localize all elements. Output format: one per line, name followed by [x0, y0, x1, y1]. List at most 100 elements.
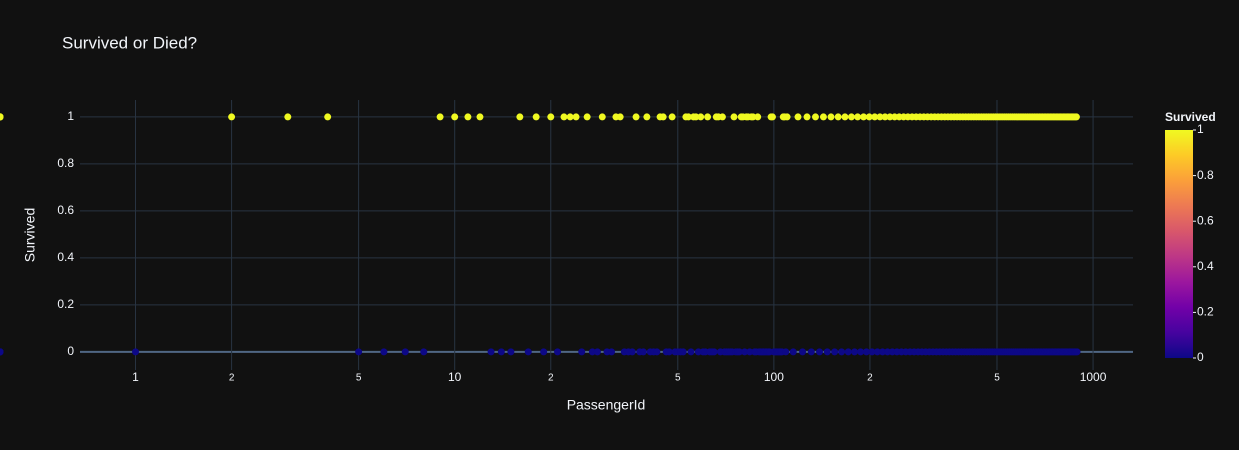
x-tick-label: 5	[994, 373, 1000, 384]
point	[823, 348, 831, 356]
point	[860, 113, 868, 121]
point	[668, 113, 676, 121]
point	[380, 348, 388, 356]
point	[831, 348, 839, 356]
point	[516, 113, 524, 121]
point	[436, 113, 444, 121]
point	[524, 348, 532, 356]
point	[628, 348, 636, 356]
point	[868, 348, 876, 356]
point	[854, 113, 862, 121]
point	[841, 113, 849, 121]
point	[487, 348, 495, 356]
point	[578, 348, 586, 356]
y-tick-label: 0.6	[57, 203, 74, 217]
x-axis-label: PassengerId	[567, 397, 646, 413]
point	[718, 113, 726, 121]
point	[665, 348, 673, 356]
point	[819, 113, 827, 121]
point	[730, 113, 738, 121]
x-tick-label: 5	[356, 373, 362, 384]
point	[566, 113, 574, 121]
point	[593, 348, 601, 356]
point	[789, 348, 797, 356]
point	[844, 348, 852, 356]
point	[560, 113, 568, 121]
point	[811, 113, 819, 121]
point	[547, 113, 555, 121]
point	[799, 348, 807, 356]
point	[0, 348, 4, 356]
x-tick-label: 2	[548, 373, 554, 384]
point	[865, 113, 873, 121]
point	[639, 348, 647, 356]
point	[782, 348, 790, 356]
point	[420, 348, 428, 356]
point	[783, 113, 791, 121]
y-tick-label: 0	[67, 344, 74, 358]
y-tick-label: 0.8	[57, 156, 74, 170]
x-tick-label: 10	[448, 370, 462, 384]
point	[794, 113, 802, 121]
point	[704, 113, 712, 121]
point	[851, 348, 859, 356]
point	[735, 348, 743, 356]
point	[834, 113, 842, 121]
x-tick-label: 100	[764, 370, 784, 384]
point	[1072, 113, 1080, 121]
point	[697, 113, 705, 121]
point	[679, 348, 687, 356]
x-tick-label: 1	[132, 370, 139, 384]
x-tick-label: 1000	[1080, 370, 1107, 384]
point	[827, 113, 835, 121]
point	[572, 113, 580, 121]
point	[507, 348, 515, 356]
colorbar-tick-label: 1	[1197, 122, 1204, 136]
point	[710, 348, 718, 356]
point	[684, 113, 692, 121]
point	[0, 113, 4, 121]
point	[132, 348, 140, 356]
colorbar-tick-label: 0.4	[1197, 259, 1214, 273]
point	[540, 348, 548, 356]
colorbar-tick-label: 0.8	[1197, 168, 1214, 182]
point	[476, 113, 484, 121]
point	[881, 113, 889, 121]
point	[816, 348, 824, 356]
x-tick-label: 2	[229, 373, 235, 384]
point	[884, 348, 892, 356]
point	[608, 348, 616, 356]
point	[879, 348, 887, 356]
point	[754, 113, 762, 121]
point	[632, 113, 640, 121]
y-tick-label: 1	[67, 109, 74, 123]
point	[857, 348, 865, 356]
point	[687, 348, 695, 356]
point	[838, 348, 846, 356]
point	[464, 113, 472, 121]
point	[532, 113, 540, 121]
chart-title: Survived or Died?	[62, 33, 197, 52]
point	[871, 113, 879, 121]
colorbar-title: Survived	[1165, 110, 1216, 124]
x-tick-label: 2	[867, 373, 873, 384]
colorbar-tick-label: 0.6	[1197, 213, 1214, 227]
x-tick-label: 5	[675, 373, 681, 384]
point	[803, 113, 811, 121]
y-axis-label: Survived	[22, 208, 38, 262]
y-tick-label: 0.4	[57, 250, 74, 264]
point	[643, 113, 651, 121]
point	[324, 113, 332, 121]
point	[497, 348, 505, 356]
colorbar-tick-label: 0.2	[1197, 305, 1214, 319]
colorbar-tick-label: 0	[1197, 350, 1204, 364]
colorbar	[1165, 130, 1193, 358]
point	[451, 113, 459, 121]
point	[746, 348, 754, 356]
point	[355, 348, 363, 356]
point	[873, 348, 881, 356]
point	[807, 348, 815, 356]
point	[598, 113, 606, 121]
point	[847, 113, 855, 121]
